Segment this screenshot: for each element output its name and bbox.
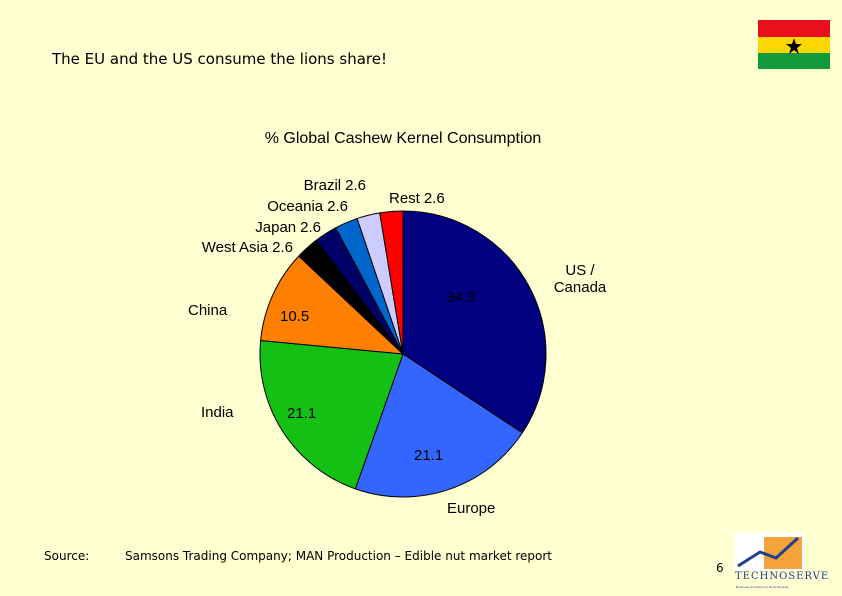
slice-value: 21.1 <box>287 405 317 422</box>
slice-value: 34.3 <box>446 289 476 306</box>
slice-value: 2.6 <box>345 177 366 194</box>
slice-name: Oceania <box>267 198 324 215</box>
slice-name: Brazil <box>303 177 342 194</box>
slice-name: Europe <box>447 500 496 517</box>
slice-label: Brazil 2.6 <box>304 177 366 194</box>
pie <box>259 210 547 498</box>
slice-value: 10.5 <box>280 308 310 325</box>
pie-slice <box>259 339 404 490</box>
slice-value: 2.6 <box>327 198 348 215</box>
slice-name: Rest <box>389 190 420 207</box>
source: Samsons Trading Company; MAN Production … <box>125 549 553 563</box>
slice-name: India <box>201 404 234 421</box>
pie-slice <box>379 210 404 355</box>
chart-title: % Global Cashew Kernel Consumption <box>264 130 542 147</box>
page-number: 6 <box>716 561 724 575</box>
slice-value: 2.6 <box>272 239 293 256</box>
logo-icon <box>734 533 804 571</box>
flag <box>758 20 830 69</box>
slice-label: Rest 2.6 <box>389 190 445 207</box>
slice-label: Oceania 2.6 <box>267 198 348 215</box>
slice-name: Japan <box>255 219 297 236</box>
logo-tagline: Business Solutions to Rural Poverty <box>736 585 789 589</box>
slice-label: West Asia 2.6 <box>202 239 293 256</box>
slice-value: 2.6 <box>300 219 321 236</box>
slice-name: China <box>188 302 228 319</box>
slice-name: West Asia <box>201 239 269 256</box>
pie-slice <box>260 255 405 355</box>
source-label: Source: <box>44 549 90 563</box>
logo-name: TECHNOSERVE <box>735 571 830 582</box>
slice-value: 21.1 <box>414 447 444 464</box>
slice-label: Japan 2.6 <box>255 219 321 236</box>
pie-slice <box>354 353 523 498</box>
slide-title: The EU and the US consume the lions shar… <box>52 50 387 68</box>
slice-value: 2.6 <box>423 190 445 207</box>
slice-name: US / Canada <box>553 262 607 296</box>
